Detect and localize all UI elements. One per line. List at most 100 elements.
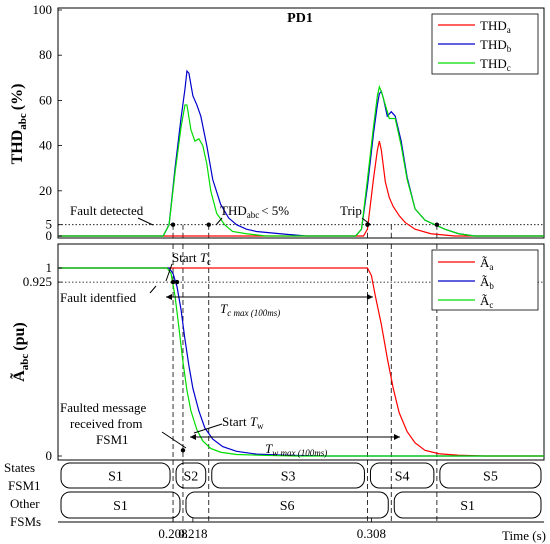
trip-arrow [361, 217, 372, 226]
tc-max-arrowhead-right [367, 294, 373, 300]
faulted-message-arrow [161, 431, 187, 449]
fault-identified-arrow [149, 285, 157, 294]
start-tc-arrow [165, 263, 173, 282]
amplitude-y-axis-label-main: Ã [9, 370, 28, 382]
y-tick-label: 0.925 [23, 274, 52, 289]
state-label: S1 [113, 499, 128, 514]
y-tick-label: 0 [46, 448, 53, 463]
tw-max-label: Tw max (100ms) [265, 441, 327, 458]
fsm1-state-row: S1 S2 S3 S4 S5 [60, 462, 542, 489]
series-THD-c [58, 84, 544, 237]
y-tick-label: 100 [33, 2, 53, 17]
thd-threshold-prefix: THD [220, 203, 247, 218]
state-label: S6 [280, 499, 295, 514]
state-box [185, 491, 389, 519]
other-fsms-label-line1: Other [10, 496, 40, 511]
other-fsms-state-row: S1 S6 S1 [60, 491, 542, 519]
legend-thd-a-label: THDa [480, 18, 511, 35]
thd-y-axis-label-unit: (%) [9, 84, 26, 111]
thd-threshold-label: THDabc < 5% [220, 203, 289, 220]
fault-identified-label: Fault identfied [60, 290, 137, 305]
legend-a-b-label: Ãb [480, 274, 494, 291]
series-Ã-a [58, 267, 544, 457]
state-box [393, 491, 542, 519]
event-marker [170, 222, 176, 227]
faulted-message-line3: FSM1 [96, 432, 129, 447]
series-THD-a [58, 140, 544, 237]
thd-threshold-sub: abc [247, 210, 260, 220]
thd-y-axis-label: THDabc (%) [9, 84, 29, 165]
state-label: S1 [108, 470, 123, 485]
state-event-lines [172, 460, 438, 522]
y-tick-label: 1 [46, 260, 53, 275]
legend-a-a-label: Ãa [480, 255, 493, 272]
x-tick-label: 0.308 [357, 526, 386, 541]
y-tick-label: 80 [39, 47, 52, 62]
y-tick-label: 5 [46, 217, 53, 232]
state-label: S5 [483, 470, 498, 485]
chart-title: PD1 [287, 11, 313, 26]
y-tick-label: 0 [46, 228, 53, 243]
state-box [60, 491, 181, 519]
state-label: S2 [184, 470, 199, 485]
state-box [439, 462, 542, 489]
state-label: S3 [281, 470, 296, 485]
state-box [60, 462, 171, 489]
event-marker [174, 279, 180, 285]
thd-legend: THDa THDb THDc [431, 13, 539, 75]
thd-y-axis-label-sub: abc [17, 113, 29, 130]
state-label: S1 [460, 499, 475, 514]
thd-threshold-suffix: < 5% [261, 203, 289, 218]
state-label: S4 [395, 470, 410, 485]
event-marker [206, 222, 211, 227]
tw-max-arrowhead-left [190, 434, 196, 440]
start-tc-label: Start Tc [172, 250, 211, 267]
time-axis-label: Time (s) [502, 528, 546, 543]
tc-max-arrowhead-left [166, 294, 172, 300]
x-tick-label: 0.208 [158, 526, 187, 541]
tw-max-arrowhead-right [394, 434, 400, 440]
amplitude-markers [170, 279, 186, 453]
x-tick-label: 0.218 [178, 526, 207, 541]
state-box [369, 462, 435, 489]
amplitude-event-lines [172, 244, 438, 460]
series-Ã-c [58, 267, 544, 457]
start-tw-arrow [193, 423, 223, 434]
states-section: States FSM1 Other FSMs S1 S2 S3 S4 S5 S1 S6 S1 [4, 460, 542, 529]
legend-a-c-label: Ãc [480, 293, 493, 310]
amplitude-y-axis-label-unit: (pu) [11, 322, 28, 350]
fault-detected-label: Fault detected [70, 203, 144, 218]
y-tick-label: 20 [39, 183, 52, 198]
faulted-message-line1: Faulted message [60, 400, 147, 415]
fault-detected-arrow [137, 217, 154, 226]
amplitude-y-axis-label: Ãabc (pu) [9, 322, 31, 382]
event-marker [180, 448, 186, 453]
amplitude-plot-frame [57, 243, 545, 461]
thd-y-axis-label-main: THD [9, 130, 26, 165]
faulted-message-line2: received from [70, 416, 143, 431]
y-tick-label: 40 [39, 138, 52, 153]
start-tw-label: Start Tw [222, 414, 264, 431]
event-marker [434, 222, 440, 227]
other-fsms-label-line2: FSMs [10, 514, 41, 529]
state-box [211, 462, 365, 489]
states-label-line1: States [4, 460, 35, 475]
thd-series-group [58, 69, 544, 237]
legend-thd-c-label: THDc [480, 56, 511, 73]
legend-thd-b-label: THDb [480, 37, 512, 54]
thd-threshold-arrow [215, 217, 223, 226]
trip-label: Trip [340, 203, 362, 218]
tc-max-label: Tc max (100ms) [220, 301, 280, 318]
event-marker [170, 279, 176, 285]
amplitude-y-axis-label-sub: abc [19, 354, 31, 371]
thd-plot-frame [57, 7, 545, 239]
amplitude-legend: Ãa Ãb Ãc [431, 249, 539, 311]
states-label-line2: FSM1 [8, 478, 41, 493]
thd-y-ticks: 05 20 40 60 80 100 [33, 2, 62, 243]
